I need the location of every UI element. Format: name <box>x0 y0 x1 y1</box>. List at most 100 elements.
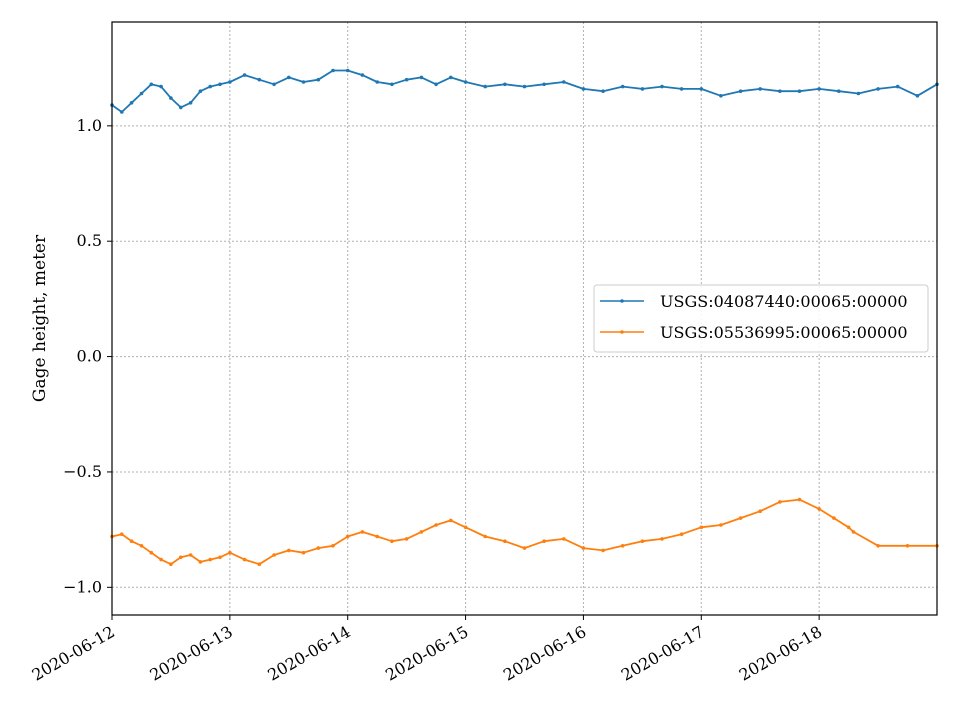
series-1-point <box>463 80 468 84</box>
series-1-point <box>242 73 247 77</box>
series-1-point <box>483 84 488 89</box>
series-2-point <box>851 530 856 534</box>
series-1-point <box>856 91 861 96</box>
series-2-point <box>758 509 762 513</box>
series-1-point <box>169 96 173 100</box>
series-2-point <box>817 507 821 511</box>
series-1-point <box>601 89 605 93</box>
series-1-point <box>679 87 684 91</box>
series-2-point <box>208 557 212 562</box>
series-1-point <box>404 77 409 82</box>
series-1-point <box>159 84 163 89</box>
legend-entry-series-2: USGS:05536995:00065:00000 <box>600 323 908 342</box>
series-1-point <box>738 89 743 93</box>
legend: USGS:04087440:00065:00000 USGS:05536995:… <box>593 284 929 353</box>
series-1-point <box>778 89 782 93</box>
series-1-point <box>149 82 154 87</box>
series-2-point <box>679 532 684 536</box>
series-1-point <box>837 89 841 93</box>
series-1-point <box>345 68 350 73</box>
series-2-point <box>797 497 802 502</box>
series-2-point <box>404 537 409 541</box>
series-2-point <box>287 548 291 553</box>
series-1-point <box>542 82 546 87</box>
series-1-point <box>699 87 704 91</box>
series-1-point <box>562 80 566 84</box>
series-1-point <box>620 84 625 89</box>
series-1-point <box>522 84 527 89</box>
series-1-point <box>179 105 183 110</box>
legend-marker-series-2 <box>620 330 624 334</box>
series-1-point <box>449 75 453 80</box>
series-1-point <box>129 101 134 105</box>
series-2-point <box>169 562 173 566</box>
series-2-point <box>542 539 546 543</box>
series-1-point <box>581 87 586 91</box>
series-2-point <box>503 539 507 543</box>
series-1-point <box>419 75 424 80</box>
series-1-point <box>316 77 321 82</box>
y-tick-label: 0.5 <box>77 231 102 250</box>
series-2-point <box>257 562 262 566</box>
series-1-point <box>895 84 900 89</box>
series-1-point <box>503 82 507 87</box>
series-1-point <box>272 82 276 87</box>
series-2-point <box>360 530 365 534</box>
series-2-point <box>876 544 880 548</box>
series-2-point <box>218 555 222 560</box>
legend-entry-series-1: USGS:04087440:00065:00000 <box>600 292 908 311</box>
series-2-point <box>601 548 605 553</box>
series-1-point <box>876 87 880 91</box>
series-2-point <box>188 553 193 557</box>
series-2-point <box>699 525 704 530</box>
series-1-point <box>331 68 335 73</box>
y-tick-label: −0.5 <box>63 462 102 481</box>
series-2-point <box>778 500 782 504</box>
series-2-point <box>179 555 183 560</box>
series-2-point <box>562 537 566 541</box>
series-layer <box>110 68 939 566</box>
series-2-point <box>905 544 910 548</box>
series-2-point <box>846 525 851 530</box>
series-2-point <box>129 539 134 543</box>
series-1-point <box>758 87 762 91</box>
series-1-point <box>198 89 203 93</box>
series-2-point <box>375 534 380 539</box>
series-2-point <box>390 539 394 543</box>
series-1-point <box>660 84 664 89</box>
series-1-point <box>301 80 306 84</box>
series-2-point <box>483 534 488 539</box>
series-1-point <box>817 87 821 91</box>
series-1-point <box>208 84 212 89</box>
y-axis-title: Gage height, meter <box>30 234 50 402</box>
series-2-point <box>120 532 124 536</box>
series-2-point <box>345 534 350 539</box>
series-2-point <box>228 550 232 555</box>
series-1-point <box>228 80 232 84</box>
y-axis: −1.0 −0.5 0.0 0.5 1.0 <box>63 116 112 596</box>
y-tick-label: 1.0 <box>77 116 102 135</box>
series-1-point <box>218 82 222 87</box>
series-1-point <box>640 87 645 91</box>
series-2-point <box>301 550 306 555</box>
series-1-point <box>287 75 291 80</box>
series-2-point <box>581 546 586 550</box>
y-tick-label: 0.0 <box>77 347 102 366</box>
y-tick-label: −1.0 <box>63 577 102 596</box>
series-2-point <box>198 560 203 564</box>
series-1-point <box>360 73 365 77</box>
legend-label-series-2: USGS:05536995:00065:00000 <box>660 323 908 342</box>
series-1-point <box>390 82 394 87</box>
series-1-point <box>257 77 262 82</box>
series-1-point <box>188 101 193 105</box>
series-1-point <box>139 91 144 96</box>
series-2-point <box>660 537 664 541</box>
series-2-point <box>719 523 723 527</box>
legend-box <box>593 284 929 353</box>
series-2-point <box>832 516 836 520</box>
series-2-point <box>316 546 321 550</box>
legend-label-series-1: USGS:04087440:00065:00000 <box>660 292 908 311</box>
series-2-point <box>331 544 335 548</box>
